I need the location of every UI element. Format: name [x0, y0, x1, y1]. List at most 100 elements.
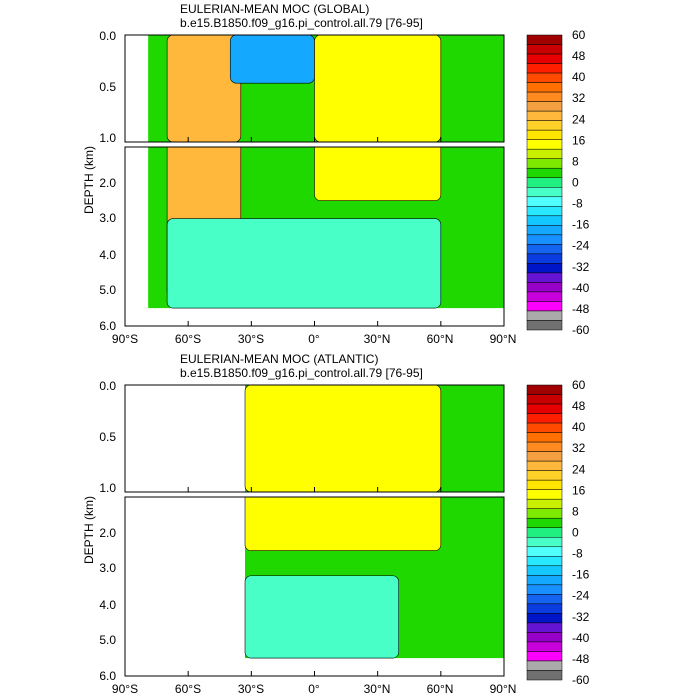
atlantic-colorbar-swatch	[526, 517, 563, 528]
atlantic-upper-plot	[124, 384, 505, 493]
global-colorbar-swatch	[526, 253, 563, 264]
global-upper-contour-field	[148, 35, 504, 142]
global-colorbar-label: -60	[572, 323, 590, 337]
atlantic-y-tick-label: 4.0	[99, 598, 116, 612]
global-colorbar-label: 32	[572, 91, 586, 105]
global-colorbar-swatch	[526, 196, 563, 207]
atlantic-chart-title: EULERIAN-MEAN MOC (ATLANTIC)	[180, 352, 378, 366]
atlantic-x-tick-label: 30°N	[364, 682, 391, 696]
atlantic-y-tick-label: 0.0	[99, 379, 116, 393]
atlantic-y-tick-label: 3.0	[99, 561, 116, 575]
global-colorbar-swatch	[526, 282, 563, 293]
global-x-tick-label: 60°S	[175, 332, 201, 346]
global-colorbar-swatch	[526, 110, 563, 121]
atlantic-colorbar-swatch	[526, 537, 563, 548]
atlantic-x-tick-label: 0°	[308, 682, 320, 696]
global-x-tick-label: 90°N	[490, 332, 517, 346]
atlantic-colorbar-swatch	[526, 403, 563, 414]
global-colorbar-swatch	[526, 53, 563, 64]
atlantic-colorbar-swatch	[526, 575, 563, 586]
global-colorbar-label: 16	[572, 133, 586, 147]
global-y-tick-label: 2.0	[99, 176, 116, 190]
global-colorbar-swatch	[526, 167, 563, 178]
atlantic-colorbar-swatch	[526, 413, 563, 424]
atlantic-y-tick-label: 1.0	[99, 481, 116, 495]
atlantic-colorbar-swatch	[526, 470, 563, 481]
global-y-ticks: 0.0 0.5 1.0 2.0 3.0 4.0 5.0 6.0	[99, 29, 116, 333]
global-lower-contour-field	[148, 147, 504, 309]
atlantic-colorbar-label: 0	[572, 526, 579, 540]
global-colorbar-swatch	[526, 101, 563, 112]
global-colorbar-swatch	[526, 72, 563, 83]
global-y-tick-label: 6.0	[99, 319, 116, 333]
atlantic-x-tick-label: 60°S	[175, 682, 201, 696]
global-moc-cell	[166, 35, 242, 142]
global-y-tick-label: 5.0	[99, 283, 116, 297]
atlantic-colorbar-label: -40	[572, 631, 590, 645]
atlantic-colorbar-swatch	[526, 660, 563, 671]
global-colorbar-swatch	[526, 206, 563, 217]
global-x-tick-label: 90°S	[112, 332, 138, 346]
global-upper-plot	[124, 34, 505, 143]
global-chart-subtitle: b.e15.B1850.f09_g16.pi_control.all.79 [7…	[180, 16, 423, 30]
atlantic-y-tick-label: 6.0	[99, 669, 116, 683]
global-y-tick-label: 1.0	[99, 131, 116, 145]
global-colorbar-label: -48	[572, 302, 590, 316]
atlantic-x-ticks: 90°S 60°S 30°S 0° 30°N 60°N 90°N	[112, 682, 516, 696]
atlantic-x-tick-label: 30°S	[238, 682, 264, 696]
atlantic-x-tick-label: 90°S	[112, 682, 138, 696]
global-y-tick-label: 3.0	[99, 211, 116, 225]
atlantic-lower-contour-field	[244, 497, 504, 659]
global-moc-panel: EULERIAN-MEAN MOC (GLOBAL) b.e15.B1850.f…	[82, 2, 590, 346]
global-colorbar-swatch	[526, 225, 563, 236]
atlantic-upper-contour-field	[244, 385, 504, 492]
atlantic-colorbar-label: 48	[572, 399, 586, 413]
global-colorbar-label: -24	[572, 239, 590, 253]
global-colorbar-swatch	[526, 234, 563, 245]
atlantic-colorbar-swatch	[526, 441, 563, 452]
global-moc-cell	[166, 218, 442, 309]
atlantic-colorbar-label: 24	[572, 462, 586, 476]
global-colorbar-swatch	[526, 63, 563, 74]
atlantic-colorbar-swatch	[526, 498, 563, 509]
atlantic-colorbar-label: 16	[572, 483, 586, 497]
global-y-tick-label: 4.0	[99, 248, 116, 262]
atlantic-colorbar-swatch	[526, 394, 563, 405]
global-colorbar-label: 0	[572, 176, 579, 190]
atlantic-colorbar-label: -48	[572, 652, 590, 666]
atlantic-colorbar-swatch	[526, 613, 563, 624]
atlantic-y-ticks: 0.0 0.5 1.0 2.0 3.0 4.0 5.0 6.0	[99, 379, 116, 683]
atlantic-x-tick-label: 90°N	[490, 682, 517, 696]
atlantic-colorbar-swatch	[526, 565, 563, 576]
global-colorbar-swatch	[526, 120, 563, 131]
atlantic-colorbar-swatch	[526, 651, 563, 662]
atlantic-lower-plot	[124, 496, 505, 677]
global-x-tick-label: 60°N	[427, 332, 454, 346]
atlantic-y-tick-label: 5.0	[99, 633, 116, 647]
atlantic-colorbar-swatch	[526, 641, 563, 652]
global-colorbar-swatch	[526, 301, 563, 312]
global-colorbar-swatch	[526, 44, 563, 55]
global-colorbar-swatch	[526, 263, 563, 274]
atlantic-colorbar-label: 60	[572, 378, 586, 392]
atlantic-colorbar-swatch	[526, 460, 563, 471]
global-colorbar: 60 48 40 32 24 16 8 0 -8 -16 -24 -32 -40 -48 -60	[526, 28, 590, 337]
atlantic-colorbar-swatch	[526, 432, 563, 443]
atlantic-colorbar-swatch	[526, 556, 563, 567]
global-colorbar-label: -40	[572, 281, 590, 295]
atlantic-colorbar-label: 32	[572, 441, 586, 455]
atlantic-y-tick-label: 0.5	[99, 430, 116, 444]
atlantic-colorbar-label: -60	[572, 673, 590, 687]
global-colorbar-label: 60	[572, 28, 586, 42]
global-moc-cell	[229, 35, 315, 84]
atlantic-colorbar-swatch	[526, 508, 563, 519]
atlantic-colorbar-swatch	[526, 451, 563, 462]
global-colorbar-swatch	[526, 34, 563, 45]
atlantic-colorbar-label: -24	[572, 589, 590, 603]
global-colorbar-swatch	[526, 139, 563, 150]
global-colorbar-label: 40	[572, 70, 586, 84]
atlantic-colorbar-label: -8	[572, 547, 583, 561]
global-colorbar-swatch	[526, 177, 563, 188]
atlantic-chart-subtitle: b.e15.B1850.f09_g16.pi_control.all.79 [7…	[180, 366, 423, 380]
